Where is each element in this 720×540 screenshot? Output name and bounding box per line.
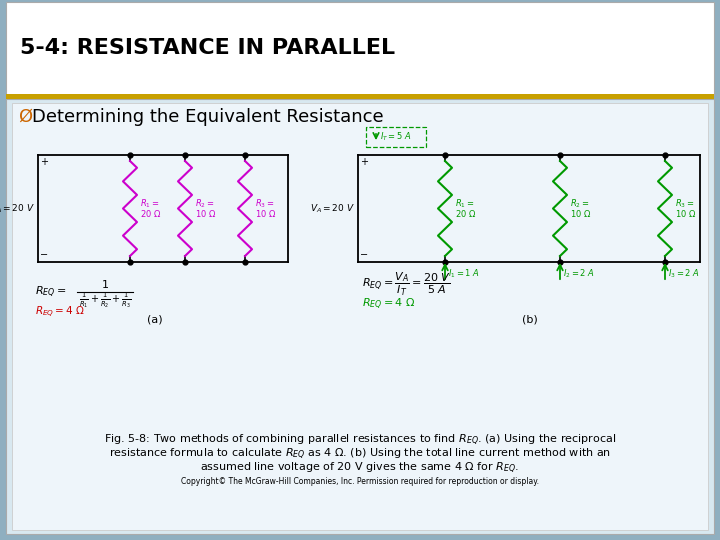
Text: Fig. 5-8: Two methods of combining parallel resistances to find $R_{EQ}$. (a) Us: Fig. 5-8: Two methods of combining paral… bbox=[104, 433, 616, 448]
Text: $R_3 =$: $R_3 =$ bbox=[255, 197, 274, 210]
Text: 1: 1 bbox=[102, 280, 109, 290]
Text: $R_{EQ} = 4\ \Omega$: $R_{EQ} = 4\ \Omega$ bbox=[362, 296, 415, 312]
Text: $10\ \Omega$: $10\ \Omega$ bbox=[675, 208, 696, 219]
Text: $I_2 = 2\ A$: $I_2 = 2\ A$ bbox=[563, 268, 595, 280]
Text: $R_1 =$: $R_1 =$ bbox=[455, 197, 474, 210]
Text: (b): (b) bbox=[522, 315, 538, 325]
Text: $R_{EQ} = 4\ \Omega$: $R_{EQ} = 4\ \Omega$ bbox=[35, 305, 85, 320]
Bar bbox=[6, 94, 714, 99]
Text: $R_2 =$: $R_2 =$ bbox=[195, 197, 215, 210]
Text: $R_1 =$: $R_1 =$ bbox=[140, 197, 160, 210]
Text: +: + bbox=[360, 157, 368, 167]
Text: $R_{EQ} = $: $R_{EQ} = $ bbox=[35, 285, 66, 300]
Text: −: − bbox=[360, 250, 368, 260]
Bar bbox=[6, 99, 714, 534]
Text: assumed line voltage of 20 V gives the same 4 Ω for $R_{EQ}$.: assumed line voltage of 20 V gives the s… bbox=[200, 461, 520, 476]
Text: +: + bbox=[40, 157, 48, 167]
Bar bbox=[6, 2, 714, 95]
Text: Copyright© The McGraw-Hill Companies, Inc. Permission required for reproduction : Copyright© The McGraw-Hill Companies, In… bbox=[181, 477, 539, 487]
Text: $V_A = 20\ V$: $V_A = 20\ V$ bbox=[0, 202, 35, 215]
Text: resistance formula to calculate $R_{EQ}$ as 4 Ω. (b) Using the total line curren: resistance formula to calculate $R_{EQ}$… bbox=[109, 447, 611, 462]
Text: (a): (a) bbox=[147, 315, 163, 325]
Text: −: − bbox=[40, 250, 48, 260]
Text: Determining the Equivalent Resistance: Determining the Equivalent Resistance bbox=[32, 108, 384, 126]
Text: $R_3 =$: $R_3 =$ bbox=[675, 197, 695, 210]
Text: $I_1 = 1\ A$: $I_1 = 1\ A$ bbox=[448, 268, 480, 280]
Text: $V_A = 20\ V$: $V_A = 20\ V$ bbox=[310, 202, 355, 215]
Bar bbox=[12, 103, 708, 530]
Text: $R_{EQ} = \dfrac{V_A}{I_T} = \dfrac{20\ V}{5\ A}$: $R_{EQ} = \dfrac{V_A}{I_T} = \dfrac{20\ … bbox=[362, 271, 451, 298]
Text: $20\ \Omega$: $20\ \Omega$ bbox=[455, 208, 477, 219]
Text: $R_2 =$: $R_2 =$ bbox=[570, 197, 590, 210]
Text: $20\ \Omega$: $20\ \Omega$ bbox=[140, 208, 161, 219]
Text: $I_3 = 2\ A$: $I_3 = 2\ A$ bbox=[668, 268, 700, 280]
Bar bbox=[366, 127, 426, 147]
Text: $10\ \Omega$: $10\ \Omega$ bbox=[255, 208, 276, 219]
Text: 5-4: RESISTANCE IN PARALLEL: 5-4: RESISTANCE IN PARALLEL bbox=[20, 37, 395, 57]
Text: $\frac{1}{R_1} + \frac{1}{R_2} + \frac{1}{R_3}$: $\frac{1}{R_1} + \frac{1}{R_2} + \frac{1… bbox=[78, 291, 131, 310]
Text: $10\ \Omega$: $10\ \Omega$ bbox=[195, 208, 217, 219]
Text: $I_T = 5\ A$: $I_T = 5\ A$ bbox=[380, 131, 412, 143]
Text: Ø: Ø bbox=[18, 108, 32, 126]
Text: $10\ \Omega$: $10\ \Omega$ bbox=[570, 208, 591, 219]
